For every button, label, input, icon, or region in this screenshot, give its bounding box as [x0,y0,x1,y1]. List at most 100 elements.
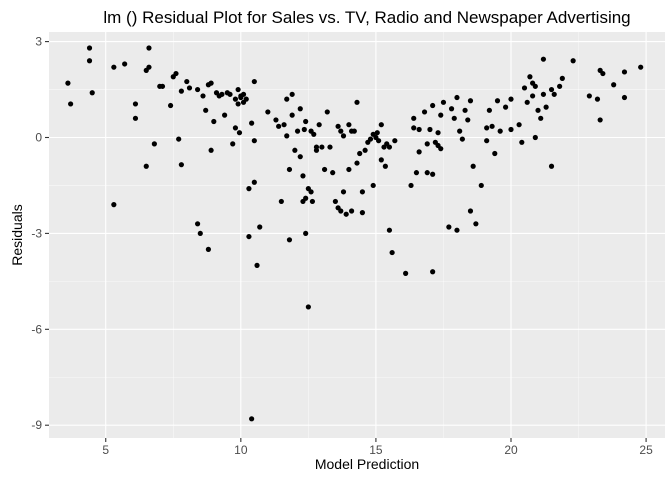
residual-point [297,154,303,160]
residual-point [611,82,617,88]
residual-point [281,122,287,128]
residual-point [535,107,541,113]
residual-point [278,198,284,205]
residual-point [311,131,317,137]
residual-point [416,126,422,133]
residual-point [303,230,309,237]
residual-point [427,126,433,133]
x-axis-title: Model Prediction [315,456,419,472]
residual-point [68,101,74,107]
residual-point [470,163,476,169]
residual-point [386,144,393,150]
residual-point [132,115,139,121]
residual-point [146,64,152,70]
y-axis-title: Residuals [9,204,25,265]
residual-point [430,269,436,275]
residual-point [492,150,498,157]
residual-point [235,86,241,93]
residual-point [389,249,395,256]
residual-point [301,126,307,133]
residual-point [521,85,528,91]
residual-point [143,163,149,169]
residual-point [621,94,628,101]
residual-point [378,122,384,128]
residual-point [197,230,203,237]
residual-point [251,78,257,85]
residual-point [621,69,628,75]
plot-panel [49,32,665,438]
residual-point [297,106,303,112]
residual-point [494,98,501,104]
residual-point [457,128,463,134]
residual-point [527,74,533,80]
residual-point [376,138,382,144]
residual-point [392,138,398,144]
residual-point [200,93,206,99]
residual-point [424,170,430,176]
residual-point [343,211,349,217]
residual-point [411,125,417,131]
residual-point [411,115,417,121]
residual-point [289,91,295,97]
residual-point [530,93,536,99]
residual-point [321,166,328,173]
residual-point [230,141,236,147]
residual-point [186,85,193,91]
x-tick-label: 20 [504,443,518,457]
residual-point [330,170,336,176]
residual-point [438,146,444,152]
residual-point [111,64,117,70]
residual-point [173,70,179,77]
residual-point [451,115,457,121]
residual-point [362,147,368,153]
y-tick-label: -3 [31,226,42,240]
residual-point [276,123,282,129]
residual-point [421,109,428,115]
residual-point [357,150,363,157]
residual-point [340,189,347,195]
residual-point [222,112,228,118]
residual-point [246,233,252,240]
residual-point [346,166,352,173]
residual-point [538,115,544,121]
residual-point [454,227,460,233]
residual-point [178,88,184,94]
residual-point [557,83,563,89]
residual-point [413,170,420,176]
residual-point [435,130,441,136]
residual-point [502,104,509,110]
residual-point [354,160,360,166]
y-tick-label: -9 [31,418,42,432]
y-tick-label: 0 [35,130,42,144]
residual-point [348,208,355,214]
residual-point [340,133,347,139]
residual-point [338,128,344,134]
residual-point [638,64,644,70]
residual-point [273,117,279,123]
residual-point [403,270,409,276]
residual-point [382,163,388,169]
residual-point [284,133,290,139]
residual-point [167,102,174,109]
x-tick-label: 25 [639,443,653,457]
residual-point [89,90,95,96]
residual-point [416,149,422,155]
residual-point [159,83,166,89]
x-tick-label: 5 [102,443,109,457]
residual-point [303,118,309,125]
residual-point [386,227,393,233]
gridlines [49,32,665,438]
residual-point [122,61,128,67]
residual-point [374,130,380,136]
residual-point [251,138,257,144]
residual-point [308,189,314,195]
residual-point [351,128,357,134]
residual-point [303,195,309,201]
residual-point [313,147,320,153]
residual-point [335,123,341,129]
residual-point [354,99,360,105]
residual-point [294,128,301,134]
residual-point [532,134,538,141]
